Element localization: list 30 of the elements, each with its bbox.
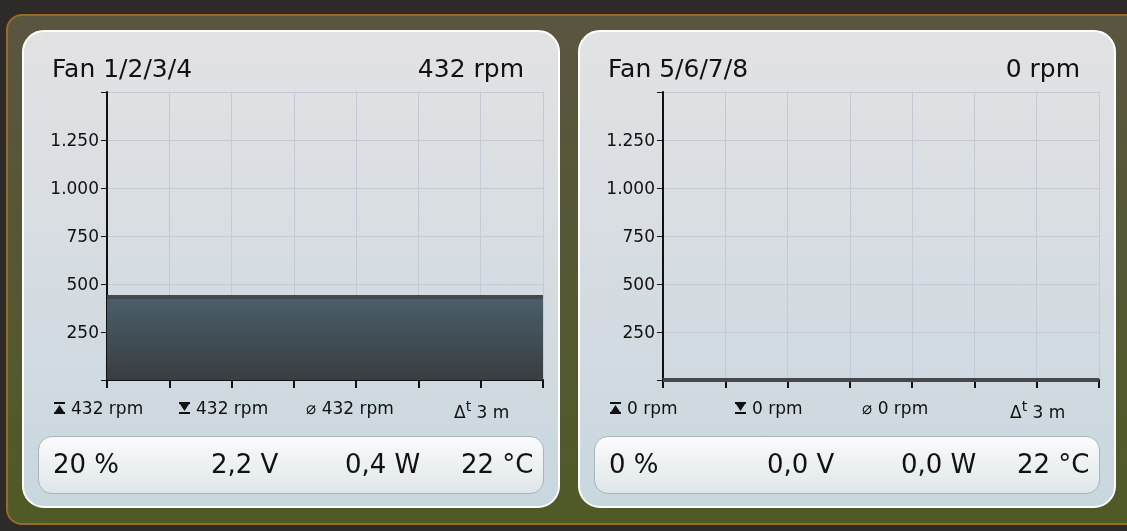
text: 2,2 V [211,449,279,479]
text: ⌀ 432 rpm [306,398,394,418]
text: Δ$^{t}$ 3 m [1010,398,1066,422]
y-tick-label: 750 [622,226,655,246]
chart-subtitle: 0 rpm [1005,54,1080,83]
text: 0,0 W [901,449,977,479]
chart-title: Fan 1/2/3/4 [52,54,193,83]
text: 20 % [53,449,120,479]
text: 0,4 W [345,449,421,479]
y-tick-label: 1.250 [50,130,99,150]
text: 432 rpm [196,398,269,418]
chart-title: Fan 5/6/7/8 [608,54,749,83]
text: Δ$^{t}$ 3 m [454,398,510,422]
y-tick-label: 500 [622,274,655,294]
y-tick-label: 250 [66,322,99,342]
text: 0,0 V [767,449,835,479]
chart-subtitle: 432 rpm [417,54,524,83]
text: 0 % [609,449,659,479]
text: 22 °C [1017,449,1090,479]
text: 0 rpm [752,398,803,418]
y-tick-label: 750 [66,226,99,246]
y-tick-label: 500 [66,274,99,294]
y-tick-label: 1.000 [606,178,655,198]
text: 22 °C [461,449,534,479]
text: 0 rpm [627,398,678,418]
y-tick-label: 1.000 [50,178,99,198]
text: ⌀ 0 rpm [862,398,929,418]
text: 432 rpm [71,398,144,418]
y-tick-label: 1.250 [606,130,655,150]
y-tick-label: 250 [622,322,655,342]
